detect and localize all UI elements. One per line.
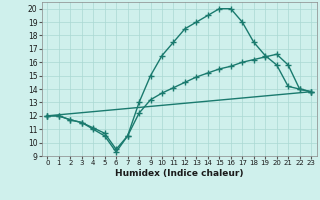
X-axis label: Humidex (Indice chaleur): Humidex (Indice chaleur) <box>115 169 244 178</box>
